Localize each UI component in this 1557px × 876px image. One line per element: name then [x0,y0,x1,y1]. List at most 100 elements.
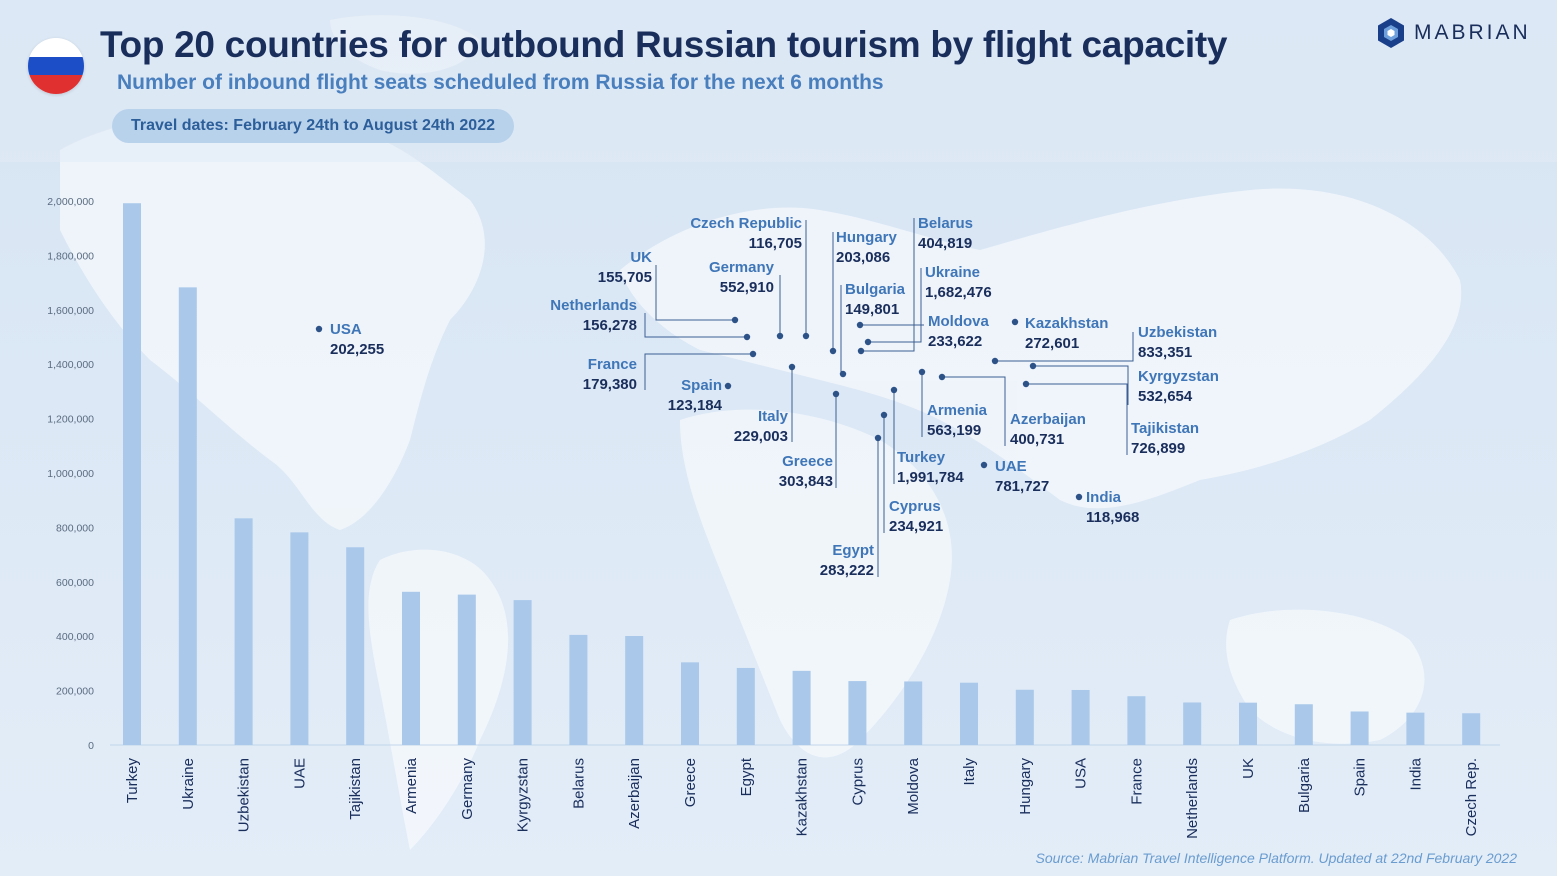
map-annotation: Belarus 404,819 [857,215,973,355]
y-tick-label: 1,800,000 [47,250,94,262]
annotation-country: Hungary [836,229,898,246]
annotation-value: 202,255 [330,341,384,358]
annotation-country: USA [330,321,362,338]
location-marker [857,347,865,355]
map-annotation: Netherlands 156,278 [550,297,751,341]
annotation-country: Spain [681,377,722,394]
annotation-value: 400,731 [1010,431,1064,448]
map-annotations: USA 202,255 UK 155,705 Netherlands 156,278 Fra… [315,215,1219,579]
map-annotation: Egypt 283,222 [820,434,882,579]
location-marker [880,411,888,419]
bars [123,203,1481,746]
location-marker [749,350,757,358]
bar [736,667,755,745]
x-tick-label: Egypt [738,757,755,796]
location-marker [839,370,847,378]
bar [625,636,644,745]
annotation-value: 726,899 [1131,440,1185,457]
map-annotation: Tajikistan 726,899 [1022,380,1199,457]
location-marker [788,363,796,371]
y-tick-label: 1,400,000 [47,359,94,371]
annotation-value: 149,801 [845,301,899,318]
y-tick-label: 1,000,000 [47,468,94,480]
location-marker [864,338,872,346]
location-marker [856,321,864,329]
location-marker [1075,493,1083,501]
map-annotation: UAE 781,727 [980,458,1049,495]
brand-name: MABRIAN [1414,21,1531,44]
x-tick-label: Kazakhstan [794,758,811,836]
location-marker [731,316,739,324]
leader-line [655,265,735,321]
annotation-country: UK [630,249,652,266]
annotation-country: India [1086,489,1122,506]
leader-line [1026,383,1128,455]
x-tick-label: Kyrgyzstan [515,758,532,832]
annotation-value: 781,727 [995,478,1049,495]
bar [1462,713,1481,745]
map-annotation: Ukraine 1,682,476 [864,264,992,346]
x-tick-label: Bulgaria [1296,757,1313,813]
location-marker [918,368,926,376]
annotation-value: 116,705 [749,235,802,252]
annotation-value: 229,003 [734,428,788,445]
map-annotation: USA 202,255 [315,321,384,358]
x-tick-label: India [1407,757,1424,790]
bar [1294,704,1313,745]
annotation-country: Azerbaijan [1010,411,1086,428]
y-axis: 0 200,000 400,000 600,000 800,000 1,000,000 1,… [47,196,94,752]
location-marker [832,390,840,398]
x-tick-label: USA [1073,758,1090,789]
x-tick-label: Armenia [403,757,420,814]
bar [346,547,365,745]
map-annotation: Moldova 233,622 [856,313,989,350]
annotation-country: Cyprus [889,498,941,515]
map-annotation: Armenia 563,199 [918,368,988,439]
annotation-value: 118,968 [1086,509,1139,526]
annotation-country: Belarus [918,215,973,232]
annotation-country: Moldova [928,313,989,330]
annotation-country: Turkey [897,449,946,466]
bar [1406,712,1425,745]
y-tick-label: 400,000 [56,631,94,643]
annotation-value: 156,278 [583,317,637,334]
location-marker [874,434,882,442]
x-tick-label: Spain [1352,758,1369,796]
x-tick-label: UK [1240,758,1257,779]
russia-flag-icon [28,38,84,94]
annotation-country: Armenia [927,402,988,419]
y-tick-label: 200,000 [56,686,94,698]
bar [1239,702,1257,745]
bar [123,203,141,746]
annotation-value: 179,380 [583,376,637,393]
y-tick-label: 1,600,000 [47,305,94,317]
bar [1183,702,1202,745]
map-annotation: UK 155,705 [598,249,739,324]
annotation-value: 272,601 [1025,335,1079,352]
annotation-country: Kazakhstan [1025,315,1108,332]
annotation-country: Bulgaria [845,281,906,298]
x-tick-label: Ukraine [180,758,197,810]
annotation-value: 283,222 [820,562,874,579]
map-annotation: India 118,968 [1075,489,1139,526]
bar [1015,689,1034,745]
page-title: Top 20 countries for outbound Russian to… [100,24,1228,65]
x-tick-label: Netherlands [1184,758,1201,839]
annotation-value: 303,843 [779,473,833,490]
location-marker [1029,362,1037,370]
travel-dates-badge: Travel dates: February 24th to August 24… [112,109,514,143]
y-tick-label: 600,000 [56,577,94,589]
hexagon-logo-icon [1378,18,1404,48]
location-marker [980,461,988,469]
location-marker [802,332,810,340]
location-marker [829,347,837,355]
bar [681,662,699,745]
x-tick-label: Moldova [905,757,922,814]
map-annotation: Hungary 203,086 [829,229,898,355]
x-tick-label: Greece [682,758,699,807]
annotation-country: France [588,356,637,373]
leader-line [644,313,747,338]
annotation-country: Ukraine [925,264,980,281]
